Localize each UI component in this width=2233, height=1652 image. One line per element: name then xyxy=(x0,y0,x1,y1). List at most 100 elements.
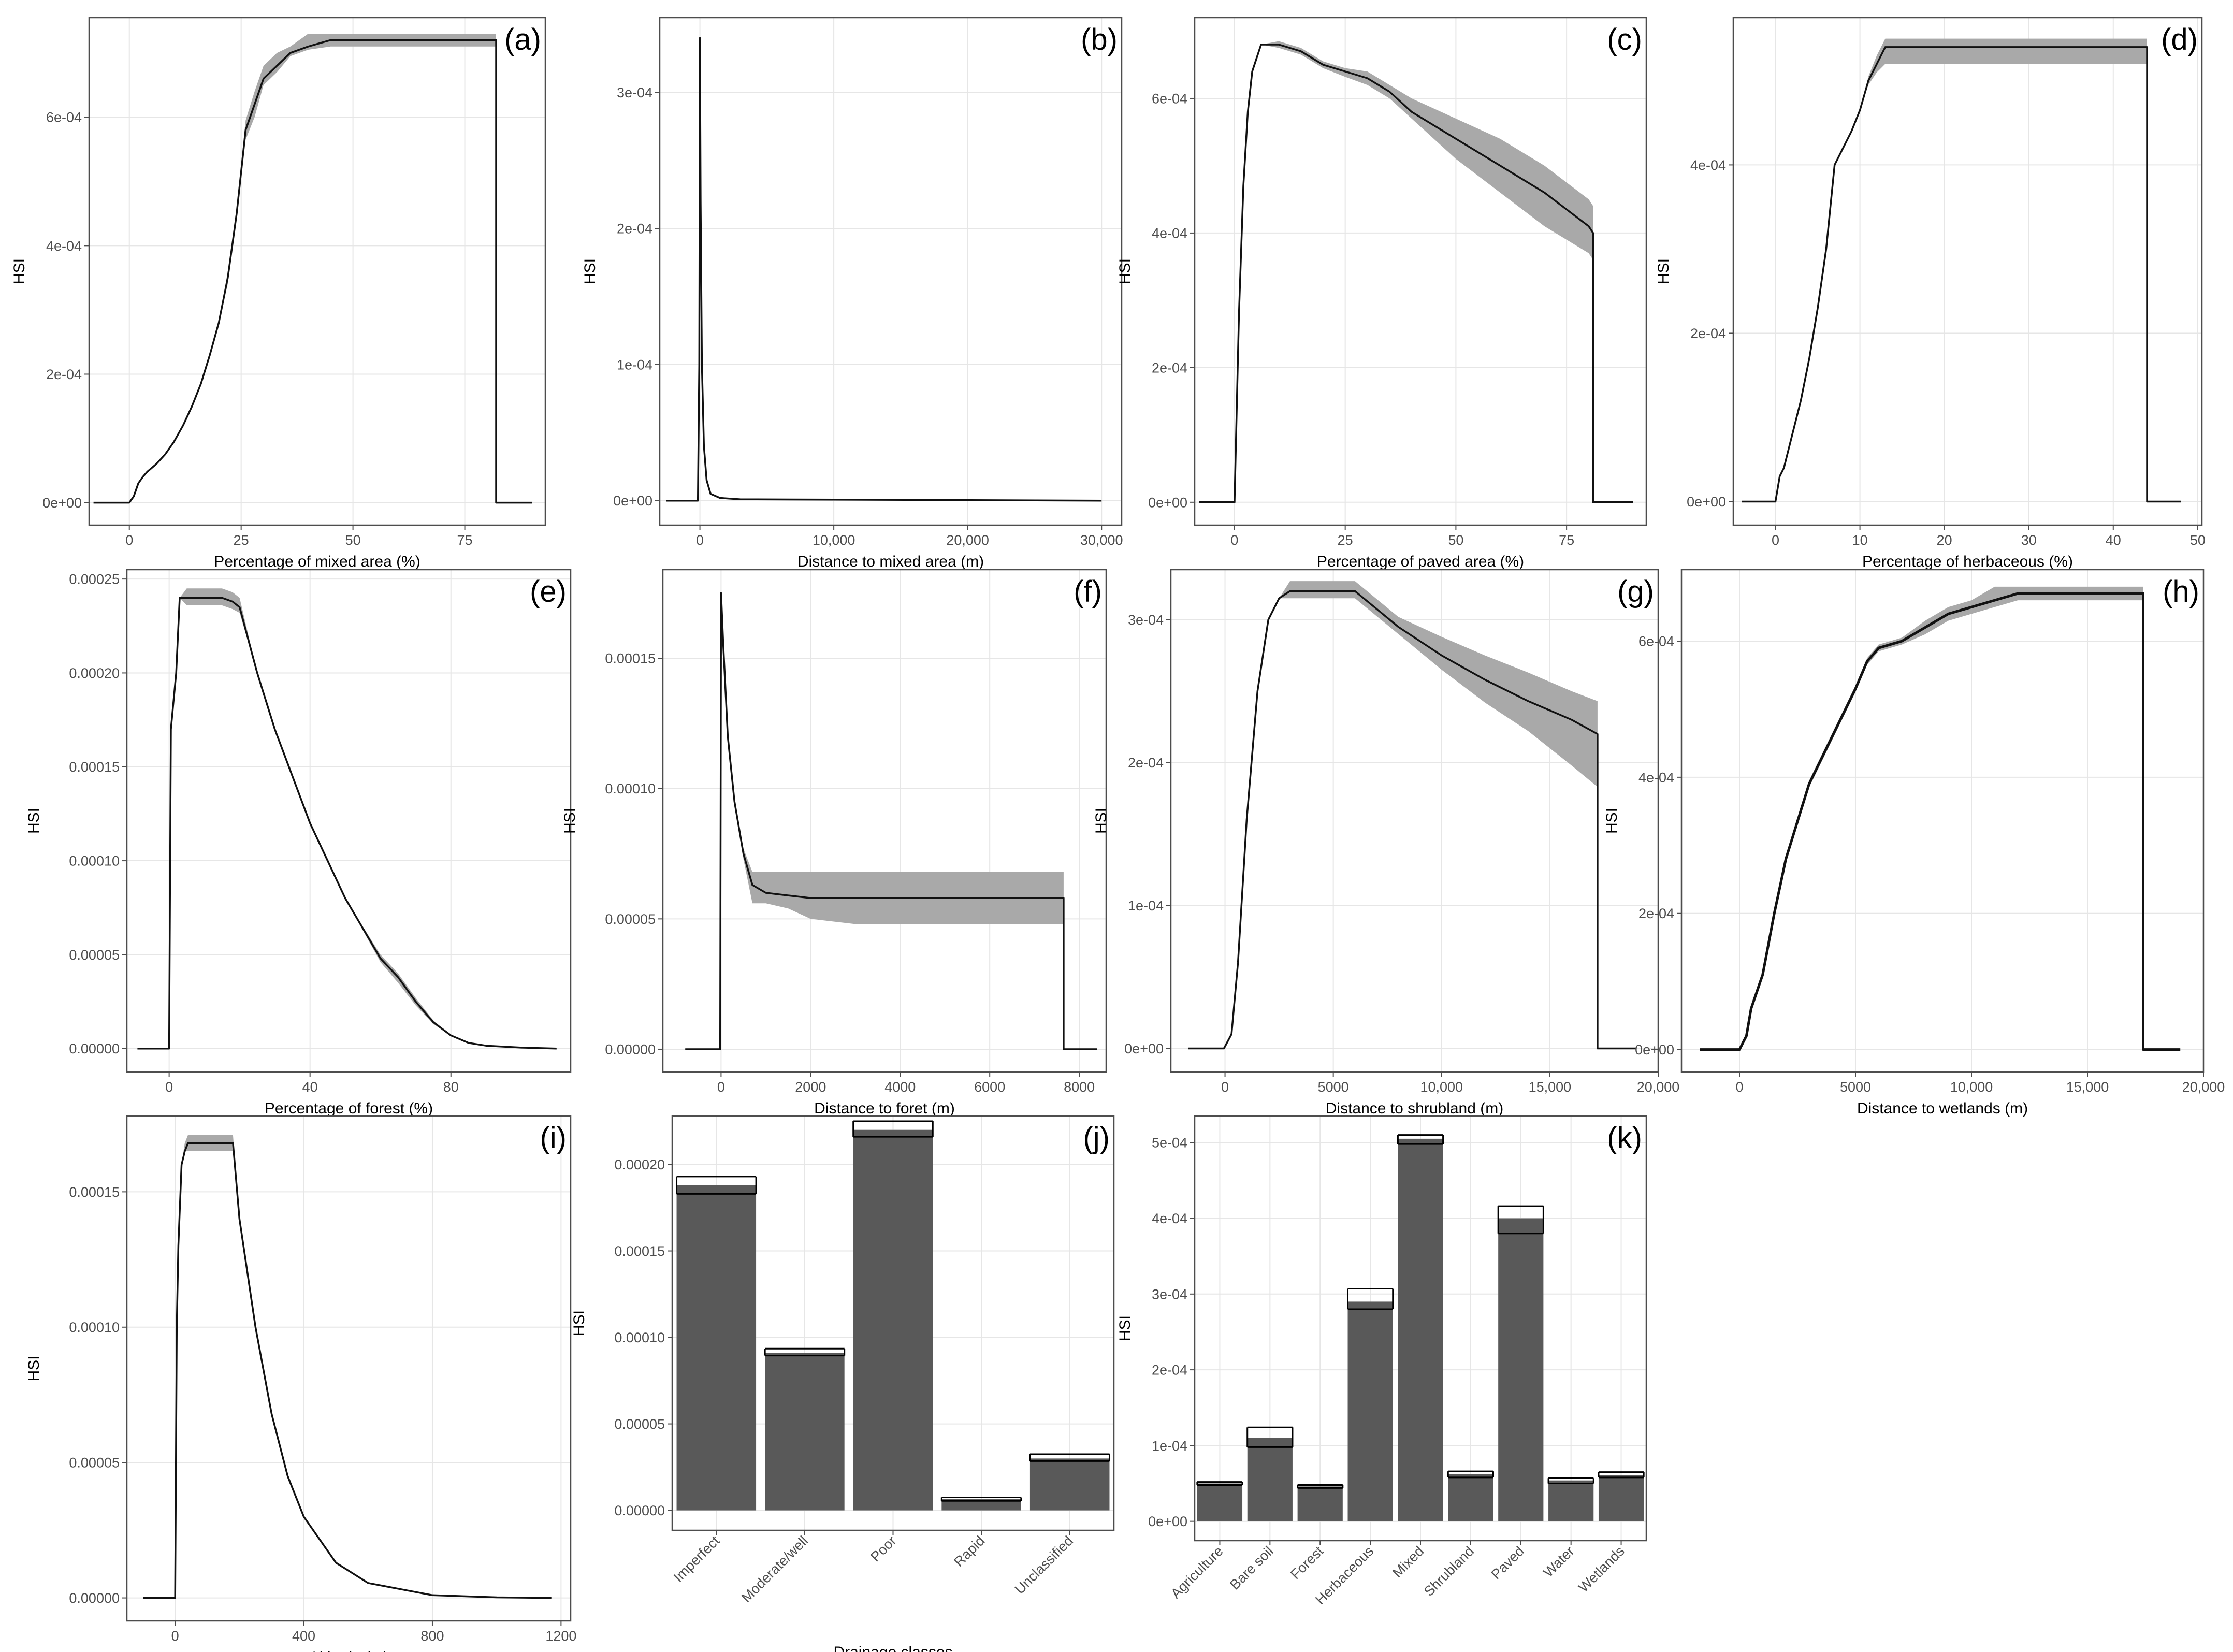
y-tick-label: 0e+00 xyxy=(1635,1042,1674,1057)
response-line xyxy=(1700,592,2181,1051)
response-line xyxy=(137,597,557,1050)
plot-frame xyxy=(126,569,572,1073)
y-tick-label: 2e-04 xyxy=(1128,755,1164,771)
x-axis-title: Percentage of forest (%) xyxy=(265,1100,433,1117)
panel-i: 0.00000 0.00005 0.00010 0.00015 0 400 800 1200 A… xyxy=(25,1115,576,1652)
panel-a: 0e+00 2e-04 4e-04 6e-04 0 25 50 75 Percentage of… xyxy=(11,17,546,570)
y-tick-label: 0.00015 xyxy=(69,759,120,775)
x-tick-label: Poor xyxy=(867,1533,900,1565)
y-tick-label: 1e-04 xyxy=(1152,1438,1187,1454)
x-tick-label: Rapid xyxy=(951,1533,988,1570)
x-tick-label: 40 xyxy=(302,1079,318,1095)
x-tick-label: 0 xyxy=(717,1079,725,1095)
x-tick-label: Unclassified xyxy=(1012,1533,1076,1597)
y-tick-label: 0.00010 xyxy=(614,1330,665,1345)
panel-k: 0e+00 1e-04 2e-04 3e-04 4e-04 5e-04 Agricultur… xyxy=(1116,1115,1647,1607)
y-tick-label: 0.00000 xyxy=(614,1503,665,1518)
confidence-band xyxy=(1742,38,2181,502)
bar-paved xyxy=(1498,1218,1544,1521)
y-tick-label: 3e-04 xyxy=(617,85,653,100)
plot-frame xyxy=(126,1115,572,1622)
y-axis-title: HSI xyxy=(561,808,578,834)
x-tick-label: 8000 xyxy=(1064,1079,1095,1095)
y-tick-label: 0.00025 xyxy=(69,572,120,587)
y-tick-label: 0.00005 xyxy=(69,1455,120,1471)
y-tick-label: 2e-04 xyxy=(1152,1363,1187,1378)
x-tick-label: 20,000 xyxy=(946,532,989,548)
y-axis-title: HSI xyxy=(1655,258,1672,284)
confidence-band xyxy=(93,34,532,503)
y-tick-label: 6e-04 xyxy=(46,110,82,125)
bar-unclassified xyxy=(1030,1458,1110,1511)
y-axis-title: HSI xyxy=(571,1310,588,1336)
response-line xyxy=(685,592,1097,1050)
y-axis-title: HSI xyxy=(1603,808,1620,834)
y-tick-label: 0.00020 xyxy=(614,1157,665,1172)
x-tick-label: 20,000 xyxy=(1637,1079,1680,1095)
confidence-band xyxy=(143,1135,552,1598)
panel-label: (g) xyxy=(1617,575,1654,608)
x-tick-label: 10,000 xyxy=(1950,1079,1993,1095)
y-tick-label: 2e-04 xyxy=(46,367,82,382)
y-axis-title: HSI xyxy=(1093,808,1110,834)
panel-label: (f) xyxy=(1074,575,1102,608)
panel-label: (j) xyxy=(1083,1121,1110,1155)
x-tick-label: 15,000 xyxy=(2066,1079,2109,1095)
y-axis-title: HSI xyxy=(11,258,28,284)
y-tick-label: 0.00010 xyxy=(605,781,656,796)
x-axis-title: Percentage of mixed area (%) xyxy=(214,553,421,570)
bar-imperfect xyxy=(676,1185,757,1511)
bar-wetlands xyxy=(1598,1475,1644,1521)
x-tick-label: Moderate/well xyxy=(738,1533,811,1605)
response-line xyxy=(1188,590,1637,1050)
panel-label: (e) xyxy=(530,575,567,608)
y-tick-label: 0.00000 xyxy=(605,1041,656,1057)
y-tick-label: 0e+00 xyxy=(1148,1514,1187,1529)
x-tick-label: 0 xyxy=(696,532,704,548)
x-axis-title: Drainage classes xyxy=(833,1644,952,1652)
y-tick-label: 0e+00 xyxy=(1124,1041,1164,1056)
panel-label: (i) xyxy=(540,1121,567,1155)
y-tick-label: 4e-04 xyxy=(46,238,82,254)
panel-g: 0e+00 1e-04 2e-04 3e-04 0 5000 10,000 15,000 20,… xyxy=(1093,569,1680,1117)
y-tick-label: 2e-04 xyxy=(1152,360,1187,375)
y-tick-label: 0e+00 xyxy=(1148,495,1187,510)
bar-poor xyxy=(853,1129,933,1511)
x-tick-label: Forest xyxy=(1287,1543,1327,1583)
x-tick-label: 0 xyxy=(165,1079,173,1095)
y-axis-title: HSI xyxy=(25,1355,42,1381)
x-axis-title: Distance to wetlands (m) xyxy=(1857,1100,2028,1117)
x-tick-label: Agriculture xyxy=(1168,1543,1226,1601)
x-axis-title: Altitude (m) xyxy=(309,1649,388,1652)
y-tick-label: 5e-04 xyxy=(1152,1135,1187,1151)
y-tick-label: 0.00005 xyxy=(605,911,656,927)
plot-frame xyxy=(659,17,1123,526)
x-tick-label: 800 xyxy=(421,1628,444,1644)
y-tick-label: 0.00015 xyxy=(69,1184,120,1200)
y-tick-label: 3e-04 xyxy=(1128,612,1164,628)
plot-frame xyxy=(1732,17,2203,526)
panel-d: 0e+00 2e-04 4e-04 0 10 20 30 40 50 Percentage of … xyxy=(1655,17,2206,570)
x-tick-label: 50 xyxy=(2190,532,2206,548)
panel-f: 0.00000 0.00005 0.00010 0.00015 0 2000 4000 600… xyxy=(561,569,1107,1117)
y-tick-label: 4e-04 xyxy=(1152,225,1187,241)
y-tick-label: 0.00010 xyxy=(69,853,120,869)
x-tick-label: 0 xyxy=(1772,532,1779,548)
y-tick-label: 4e-04 xyxy=(1690,157,1726,173)
y-tick-label: 2e-04 xyxy=(617,221,653,237)
x-tick-label: Bare soil xyxy=(1227,1543,1276,1592)
y-tick-label: 1e-04 xyxy=(1128,898,1164,914)
y-axis-title: HSI xyxy=(25,808,42,834)
y-tick-label: 0.00015 xyxy=(614,1243,665,1259)
x-tick-label: 20 xyxy=(1937,532,1952,548)
bar-moderate-well xyxy=(765,1353,845,1511)
y-axis-title: HSI xyxy=(1116,258,1134,284)
x-tick-label: 6000 xyxy=(974,1079,1005,1095)
y-tick-label: 6e-04 xyxy=(1639,633,1674,649)
confidence-band xyxy=(666,38,1102,501)
y-tick-label: 2e-04 xyxy=(1690,326,1726,341)
panel-b: 0e+00 1e-04 2e-04 3e-04 0 10,000 20,000 30,000 D… xyxy=(582,17,1123,570)
plot-frame xyxy=(1194,17,1647,526)
y-tick-label: 6e-04 xyxy=(1152,91,1187,106)
